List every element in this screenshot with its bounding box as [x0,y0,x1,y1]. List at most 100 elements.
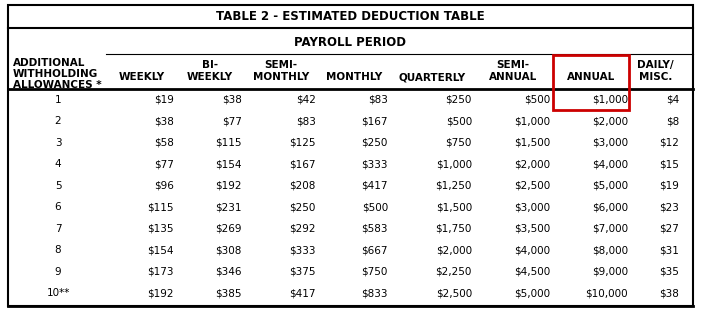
Text: $346: $346 [215,267,242,277]
Text: SEMI-: SEMI- [264,60,297,70]
Text: $250: $250 [290,202,316,212]
Text: ADDITIONAL: ADDITIONAL [13,58,86,68]
Text: $38: $38 [222,95,242,105]
Text: WEEKLY: WEEKLY [119,72,165,82]
Text: $6,000: $6,000 [592,202,628,212]
Text: 2: 2 [55,116,61,126]
Text: $1,000: $1,000 [592,95,628,105]
Text: $1,000: $1,000 [514,116,550,126]
Text: $154: $154 [147,245,174,255]
Text: $8,000: $8,000 [592,245,628,255]
Text: $19: $19 [154,95,174,105]
Text: $35: $35 [659,267,679,277]
Text: BI-: BI- [202,60,218,70]
Text: $23: $23 [659,202,679,212]
Text: ALLOWANCES *: ALLOWANCES * [13,80,102,90]
Text: $12: $12 [659,138,679,148]
Text: $2,250: $2,250 [435,267,472,277]
Text: TABLE 2 - ESTIMATED DEDUCTION TABLE: TABLE 2 - ESTIMATED DEDUCTION TABLE [216,10,485,22]
Text: $500: $500 [362,202,388,212]
Text: $667: $667 [362,245,388,255]
Text: $38: $38 [659,288,679,298]
Text: $4,500: $4,500 [514,267,550,277]
Text: $135: $135 [147,224,174,234]
Text: ANNUAL: ANNUAL [489,72,537,82]
Text: $333: $333 [290,245,316,255]
Text: $77: $77 [154,159,174,169]
Text: $308: $308 [216,245,242,255]
Text: $500: $500 [524,95,550,105]
Text: 10**: 10** [46,288,69,298]
Text: $417: $417 [362,181,388,191]
Text: $4,000: $4,000 [514,245,550,255]
Text: 3: 3 [55,138,61,148]
Text: MISC.: MISC. [639,72,672,82]
Text: $833: $833 [362,288,388,298]
Text: $58: $58 [154,138,174,148]
Text: $192: $192 [147,288,174,298]
Text: $9,000: $9,000 [592,267,628,277]
Text: DAILY/: DAILY/ [637,60,674,70]
Text: $192: $192 [215,181,242,191]
Text: $269: $269 [215,224,242,234]
Text: PAYROLL PERIOD: PAYROLL PERIOD [294,36,407,49]
Text: $31: $31 [659,245,679,255]
Text: $231: $231 [215,202,242,212]
Text: $2,500: $2,500 [436,288,472,298]
Text: 1: 1 [55,95,61,105]
Text: $2,000: $2,000 [592,116,628,126]
Text: $42: $42 [296,95,316,105]
Text: $7,000: $7,000 [592,224,628,234]
Text: $15: $15 [659,159,679,169]
Text: $27: $27 [659,224,679,234]
Text: $10,000: $10,000 [585,288,628,298]
Text: WEEKLY: WEEKLY [187,72,233,82]
Text: $1,500: $1,500 [514,138,550,148]
Text: $125: $125 [290,138,316,148]
Text: $83: $83 [296,116,316,126]
Text: $750: $750 [446,138,472,148]
Text: $96: $96 [154,181,174,191]
Text: $2,500: $2,500 [514,181,550,191]
Text: 5: 5 [55,181,61,191]
Bar [553,55,629,109]
Text: $19: $19 [659,181,679,191]
Text: 4: 4 [55,159,61,169]
Text: 6: 6 [55,202,61,212]
Text: $250: $250 [446,95,472,105]
Text: $8: $8 [666,116,679,126]
Text: $1,750: $1,750 [435,224,472,234]
Text: $3,500: $3,500 [514,224,550,234]
Text: QUARTERLY: QUARTERLY [398,72,465,82]
Text: $38: $38 [154,116,174,126]
Text: 9: 9 [55,267,61,277]
Text: $5,000: $5,000 [592,181,628,191]
Text: $115: $115 [147,202,174,212]
Text: $3,000: $3,000 [514,202,550,212]
Text: $4,000: $4,000 [592,159,628,169]
Text: $1,250: $1,250 [435,181,472,191]
Text: $1,500: $1,500 [436,202,472,212]
Text: MONTHLY: MONTHLY [253,72,309,82]
Text: $333: $333 [362,159,388,169]
Text: $385: $385 [215,288,242,298]
Text: $208: $208 [290,181,316,191]
Text: MONTHLY: MONTHLY [326,72,382,82]
Text: $417: $417 [290,288,316,298]
Text: $292: $292 [290,224,316,234]
Text: $375: $375 [290,267,316,277]
Text: $583: $583 [362,224,388,234]
Text: $83: $83 [368,95,388,105]
Text: $250: $250 [362,138,388,148]
Text: WITHHOLDING: WITHHOLDING [13,69,98,79]
Text: $173: $173 [147,267,174,277]
Text: $115: $115 [215,138,242,148]
Text: $5,000: $5,000 [514,288,550,298]
Text: $2,000: $2,000 [514,159,550,169]
Text: ANNUAL: ANNUAL [567,72,615,82]
Text: $500: $500 [446,116,472,126]
Text: $167: $167 [290,159,316,169]
Text: $1,000: $1,000 [436,159,472,169]
Text: $154: $154 [215,159,242,169]
Text: $4: $4 [666,95,679,105]
